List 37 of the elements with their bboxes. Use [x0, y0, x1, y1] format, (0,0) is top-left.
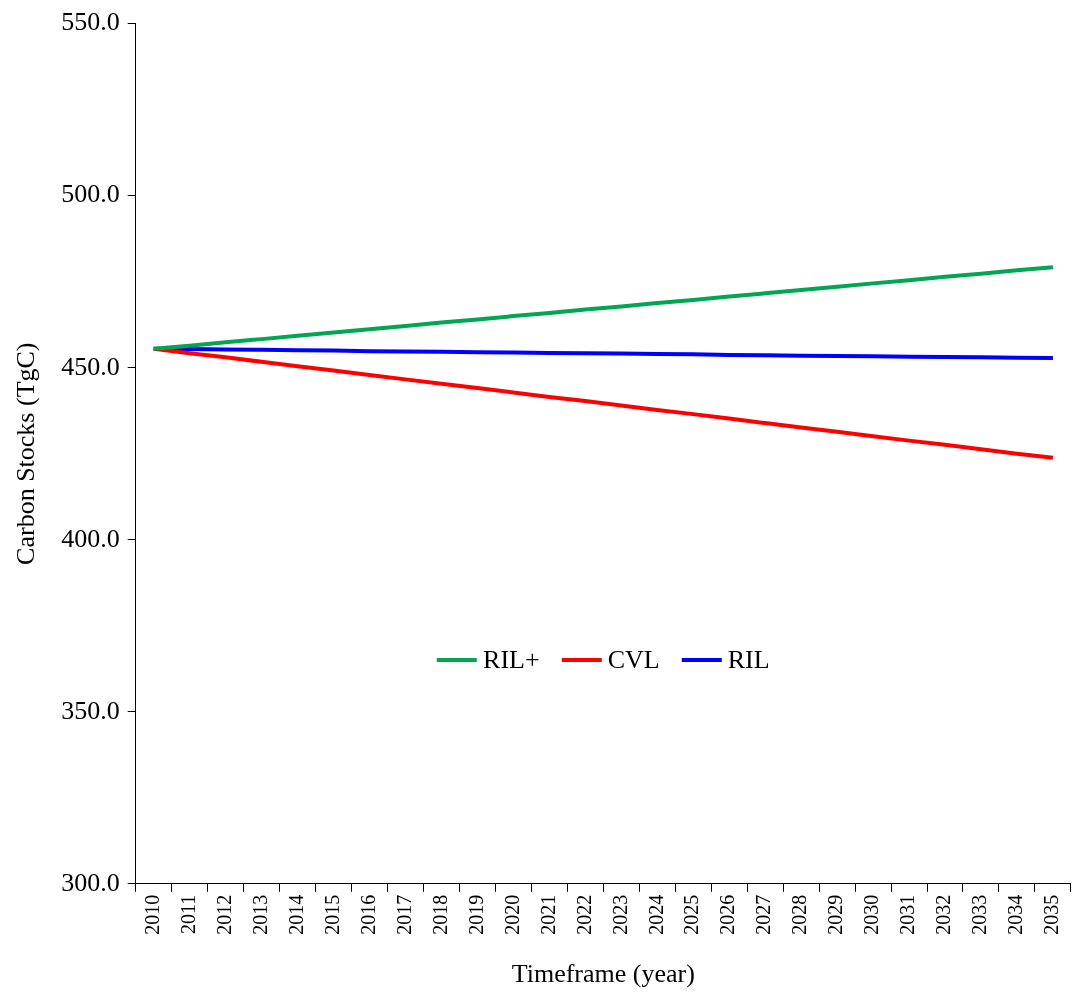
x-tick-label: 2016: [356, 894, 379, 935]
x-tick-label: 2023: [608, 894, 631, 935]
x-tick-label: 2013: [248, 894, 271, 935]
x-tick-label: 2034: [1004, 894, 1027, 935]
x-tick-label: 2011: [176, 894, 199, 935]
y-tick-label: 300.0: [61, 867, 120, 897]
legend-label: RIL: [727, 645, 770, 676]
x-tick-label: 2035: [1040, 894, 1063, 935]
y-tick-label: 550.0: [61, 7, 120, 37]
x-tick-label: 2014: [284, 894, 307, 935]
x-tick-label: 2021: [536, 894, 559, 935]
x-tick-label: 2030: [860, 894, 883, 935]
x-tick-label: 2012: [212, 894, 235, 935]
x-tick-label: 2018: [428, 894, 451, 935]
y-tick-label: 500.0: [61, 179, 120, 209]
x-tick-label: 2017: [392, 894, 415, 935]
legend-label: RIL+: [483, 645, 540, 676]
x-tick-label: 2020: [500, 894, 523, 935]
x-tick-label: 2019: [464, 894, 487, 935]
x-tick-label: 2028: [788, 894, 811, 935]
y-axis-title: Carbon Stocks (TgC): [11, 342, 41, 565]
x-tick-label: 2027: [752, 894, 775, 935]
x-tick-label: 2032: [932, 894, 955, 935]
x-tick-label: 2024: [644, 894, 667, 935]
x-tick-label: 2025: [680, 894, 703, 935]
y-tick-label: 400.0: [61, 523, 120, 553]
y-tick-label: 350.0: [61, 695, 120, 725]
x-tick-label: 2033: [968, 894, 991, 935]
x-axis-title: Timeframe (year): [511, 959, 695, 989]
x-tick-label: 2031: [896, 894, 919, 935]
x-tick-label: 2022: [572, 894, 595, 935]
x-tick-label: 2015: [320, 894, 343, 935]
x-tick-label: 2010: [140, 894, 163, 935]
legend-label: CVL: [607, 645, 660, 676]
y-tick-label: 450.0: [61, 351, 120, 381]
x-tick-label: 2026: [716, 894, 739, 935]
x-tick-label: 2029: [824, 894, 847, 935]
